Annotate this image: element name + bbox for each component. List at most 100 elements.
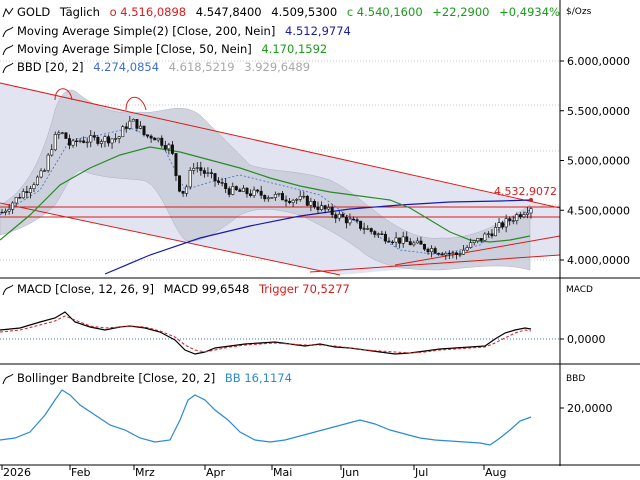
candle-body — [447, 252, 451, 255]
candle-body — [25, 191, 29, 194]
low-value: 4.509,5300 — [271, 5, 337, 19]
candle-body — [486, 233, 490, 235]
candle-body — [57, 132, 61, 135]
candle-body — [430, 248, 434, 253]
main-axis-tick-label: 5.000,0000 — [567, 155, 630, 168]
candle-body — [405, 236, 409, 242]
candle-body — [440, 253, 444, 256]
candle-body — [249, 193, 253, 196]
candle-body — [529, 208, 533, 214]
candle-body — [167, 144, 171, 150]
candle-body — [334, 214, 338, 219]
x-axis-label: Jun — [341, 466, 359, 479]
candle-body — [291, 199, 295, 203]
candle-body — [92, 135, 96, 138]
candle-body — [316, 206, 320, 210]
candle-body — [227, 188, 231, 195]
candle-body — [458, 253, 462, 256]
trend-channel — [0, 82, 561, 276]
candle-body — [185, 186, 189, 194]
ma200-label: Moving Average Simple(2) [Close, 200, Ne… — [17, 24, 275, 38]
x-axis-labels: 2026 Feb Mrz Apr Mai Jun Jul Aug — [3, 466, 506, 479]
candle-body — [295, 199, 299, 201]
candle-body — [270, 197, 274, 199]
candle-body — [469, 242, 473, 248]
main-axis-tick-label: 4.500,0000 — [567, 204, 630, 217]
candle-body — [472, 240, 476, 244]
candle-body — [273, 194, 277, 198]
candle-body — [170, 144, 174, 154]
candle-body — [284, 199, 288, 202]
x-axis-label: 2026 — [3, 466, 31, 479]
candle-body — [43, 170, 47, 172]
candle-body — [312, 201, 316, 208]
change-pct-value: +0,4934% — [499, 5, 560, 19]
candle-body — [355, 219, 359, 222]
candle-body — [89, 135, 93, 143]
candle-body — [380, 233, 384, 235]
candle-body — [224, 183, 228, 189]
candle-body — [490, 233, 494, 237]
candle-body — [181, 190, 185, 194]
candle-body — [465, 247, 469, 251]
ma50-label: Moving Average Simple [Close, 50, Nein] — [17, 42, 252, 56]
candle-body — [131, 119, 135, 122]
candle-body — [454, 252, 458, 255]
candle-body — [7, 208, 11, 212]
candle-body — [39, 170, 43, 178]
candle-body — [266, 197, 270, 200]
candle-body — [501, 222, 505, 228]
candle-body — [220, 182, 224, 184]
candle-body — [174, 153, 178, 177]
candle-body — [444, 252, 448, 256]
macd-value: MACD 99,6548 — [164, 282, 250, 296]
candle-body — [341, 213, 345, 218]
candle-body — [362, 228, 366, 230]
candle-body — [117, 136, 121, 139]
symbol-name: GOLD — [17, 5, 50, 19]
candle-body — [359, 220, 363, 229]
candle-body — [391, 241, 395, 244]
ma50-value: 4.170,1592 — [261, 42, 327, 56]
candle-body — [14, 197, 18, 204]
candle-body — [401, 236, 405, 244]
bbd-label: BBD [20, 2] — [17, 60, 84, 74]
candle-body — [302, 195, 306, 198]
bbw-value: BB 16,1174 — [225, 371, 292, 385]
candle-body — [351, 218, 355, 221]
candle-body — [149, 135, 153, 139]
line-style-icon — [2, 44, 14, 56]
x-axis-label: Jul — [414, 466, 428, 479]
candle-body — [135, 119, 139, 129]
change-value: +22,2900 — [432, 5, 489, 19]
period-label: Täglich — [59, 5, 100, 19]
macd-trigger-value: Trigger 70,5277 — [258, 282, 350, 296]
candle-body — [259, 190, 263, 196]
svg-text:MACD [Close, 12, 26, 9]: MACD [Close, 12, 26, 9] MACD 99,6548 Tri… — [17, 282, 350, 296]
candle-body — [525, 212, 529, 215]
candle-body — [202, 170, 206, 174]
candle-body — [124, 126, 128, 129]
svg-text:BBD [20, 2] 4.274,0854: BBD [20, 2] 4.274,0854 4.618,5219 3.929,… — [17, 60, 310, 74]
candle-body — [280, 193, 284, 201]
main-axis-ticks: 6.000,0000 5.500,0000 5.000,0000 4.500,0000… — [560, 55, 630, 267]
candle-body — [320, 205, 324, 210]
candle-body — [99, 141, 103, 144]
svg-text:Moving Average Simple [Close,: Moving Average Simple [Close, 50, Nein] … — [17, 42, 327, 56]
bbd-lower-value: 3.929,6489 — [244, 60, 310, 74]
candle-body — [493, 227, 497, 237]
line-style-icon — [2, 284, 14, 296]
candle-body — [32, 184, 36, 190]
line-style-icon — [2, 7, 14, 18]
price-candles — [0, 115, 533, 260]
candle-body — [28, 188, 32, 194]
candle-body — [511, 220, 515, 222]
candle-body — [398, 237, 402, 244]
candle-body — [479, 238, 483, 241]
candle-body — [11, 202, 15, 210]
svg-text:GOLD Täglich o: GOLD Täglich o 4.516,0898 4.547,8400 4.5… — [17, 5, 560, 19]
x-axis-label: Feb — [71, 466, 90, 479]
candle-body — [462, 249, 466, 255]
candle-body — [153, 137, 157, 141]
candle-body — [217, 180, 221, 183]
